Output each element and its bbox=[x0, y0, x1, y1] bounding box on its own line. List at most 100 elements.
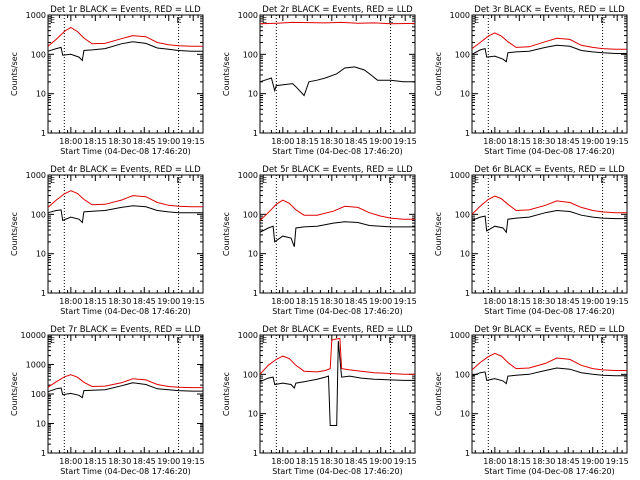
y-tick-label: 1 bbox=[465, 289, 470, 298]
x-tick-label: 19:00 bbox=[369, 137, 392, 146]
y-tick-label: 1000 bbox=[238, 11, 258, 20]
y-tick-label: 10 bbox=[36, 90, 46, 99]
x-tick-label: 19:00 bbox=[581, 297, 604, 306]
panel-title: Det 5r BLACK = Events, RED = LLD bbox=[262, 165, 413, 175]
y-tick-label: 1 bbox=[253, 129, 258, 138]
y-axis-label: Counts/sec bbox=[434, 372, 443, 416]
y-tick-label: 100 bbox=[455, 370, 470, 379]
y-tick-label: 1 bbox=[41, 289, 46, 298]
x-tick-label: 18:00 bbox=[271, 137, 294, 146]
x-tick-label: 18:45 bbox=[345, 297, 368, 306]
x-tick-label: 19:15 bbox=[606, 457, 629, 466]
x-tick-label: 19:00 bbox=[157, 297, 180, 306]
x-tick-label: 18:00 bbox=[59, 297, 82, 306]
x-tick-label: 19:00 bbox=[369, 297, 392, 306]
y-axis-label: Counts/sec bbox=[222, 212, 231, 256]
y-axis-label: Counts/sec bbox=[10, 212, 19, 256]
x-tick-label: 19:15 bbox=[394, 137, 417, 146]
plot-frame bbox=[47, 14, 204, 134]
x-tick-label: 18:30 bbox=[532, 137, 555, 146]
panel-title: Det 3r BLACK = Events, RED = LLD bbox=[474, 5, 625, 15]
y-tick-label: 1000 bbox=[26, 361, 46, 370]
x-tick-label: 18:30 bbox=[108, 137, 131, 146]
series-line-lld bbox=[259, 199, 415, 221]
y-tick-label: 10 bbox=[248, 410, 258, 419]
y-tick-label: 100 bbox=[31, 50, 46, 59]
y-tick-label: 10 bbox=[248, 250, 258, 259]
y-axis-label: Counts/sec bbox=[434, 52, 443, 96]
x-tick-label: 19:15 bbox=[394, 297, 417, 306]
plot-frame bbox=[259, 174, 416, 294]
x-axis-label: Start Time (04-Dec-08 17:46:20) bbox=[272, 147, 403, 156]
panel-det-1: Det 1r BLACK = Events, RED = LLD 1 10 100 10… bbox=[10, 5, 205, 156]
x-tick-label: 18:45 bbox=[557, 297, 580, 306]
y-tick-label: 100 bbox=[31, 390, 46, 399]
flag-label-right: E bbox=[177, 176, 182, 185]
y-tick-label: 1000 bbox=[450, 171, 470, 180]
x-tick-label: 18:15 bbox=[296, 457, 319, 466]
y-tick-label: 1000 bbox=[238, 171, 258, 180]
x-tick-label: 19:00 bbox=[369, 457, 392, 466]
flag-label-right: E bbox=[389, 176, 394, 185]
y-tick-label: 1 bbox=[253, 289, 258, 298]
flag-label-left: E bbox=[262, 176, 267, 185]
y-tick-label: 10 bbox=[36, 250, 46, 259]
panel-det-3: Det 3r BLACK = Events, RED = LLD 1 10 100 10… bbox=[434, 5, 629, 156]
x-axis-label: Start Time (04-Dec-08 17:46:20) bbox=[484, 307, 615, 316]
flag-label-right: E bbox=[177, 16, 182, 25]
x-tick-label: 19:00 bbox=[157, 137, 180, 146]
x-axis-label: Start Time (04-Dec-08 17:46:20) bbox=[60, 147, 191, 156]
x-tick-label: 18:30 bbox=[108, 457, 131, 466]
x-tick-label: 18:45 bbox=[557, 137, 580, 146]
series-line-events bbox=[47, 205, 203, 224]
x-axis-label: Start Time (04-Dec-08 17:46:20) bbox=[484, 467, 615, 476]
y-tick-label: 10 bbox=[248, 90, 258, 99]
x-axis-label: Start Time (04-Dec-08 17:46:20) bbox=[272, 467, 403, 476]
x-tick-label: 18:45 bbox=[133, 137, 156, 146]
x-tick-label: 18:45 bbox=[133, 297, 156, 306]
x-tick-label: 18:00 bbox=[59, 457, 82, 466]
flag-label-right: E bbox=[601, 336, 606, 345]
panel-det-7: Det 7r BLACK = Events, RED = LLD 1 10 100 10… bbox=[10, 325, 205, 476]
panel-det-2: Det 2r BLACK = Events, RED = LLD 1 10 100 10… bbox=[222, 5, 417, 156]
x-tick-label: 18:00 bbox=[483, 457, 506, 466]
series-line-lld bbox=[259, 337, 415, 375]
y-axis-label: Counts/sec bbox=[434, 212, 443, 256]
x-tick-label: 18:00 bbox=[271, 457, 294, 466]
flag-label-right: E bbox=[389, 336, 394, 345]
y-tick-label: 1 bbox=[465, 449, 470, 458]
y-tick-label: 1000 bbox=[450, 11, 470, 20]
y-tick-label: 1 bbox=[41, 129, 46, 138]
plot-frame bbox=[471, 14, 628, 134]
series-line-events bbox=[471, 209, 627, 234]
flag-label-right: E bbox=[389, 16, 394, 25]
x-tick-label: 19:15 bbox=[606, 137, 629, 146]
flag-label-left: E bbox=[474, 176, 479, 185]
y-tick-label: 100 bbox=[455, 210, 470, 219]
x-tick-label: 19:00 bbox=[157, 457, 180, 466]
panel-det-4: Det 4r BLACK = Events, RED = LLD 1 10 100 10… bbox=[10, 165, 205, 316]
y-tick-label: 100 bbox=[31, 210, 46, 219]
y-tick-label: 10 bbox=[460, 250, 470, 259]
x-tick-label: 18:15 bbox=[84, 137, 107, 146]
x-tick-label: 19:15 bbox=[182, 297, 205, 306]
y-tick-label: 1000 bbox=[26, 11, 46, 20]
flag-label-left: E bbox=[262, 16, 267, 25]
x-tick-label: 18:15 bbox=[84, 457, 107, 466]
panel-det-6: Det 6r BLACK = Events, RED = LLD 1 10 100 10… bbox=[434, 165, 629, 316]
panel-title: Det 6r BLACK = Events, RED = LLD bbox=[474, 165, 625, 175]
y-tick-label: 1 bbox=[465, 129, 470, 138]
y-tick-label: 1000 bbox=[26, 171, 46, 180]
flag-label-right: E bbox=[177, 336, 182, 345]
x-tick-label: 18:00 bbox=[271, 297, 294, 306]
x-tick-label: 18:30 bbox=[532, 297, 555, 306]
x-tick-label: 19:00 bbox=[581, 457, 604, 466]
panel-title: Det 8r BLACK = Events, RED = LLD bbox=[262, 325, 413, 335]
x-tick-label: 18:15 bbox=[508, 137, 531, 146]
panel-det-9: Det 9r BLACK = Events, RED = LLD 1 10 100 10… bbox=[434, 325, 629, 476]
x-tick-label: 18:15 bbox=[296, 137, 319, 146]
series-line-events bbox=[259, 66, 415, 97]
x-tick-label: 18:45 bbox=[133, 457, 156, 466]
flag-label-right: E bbox=[601, 16, 606, 25]
flag-label-left: E bbox=[50, 176, 55, 185]
